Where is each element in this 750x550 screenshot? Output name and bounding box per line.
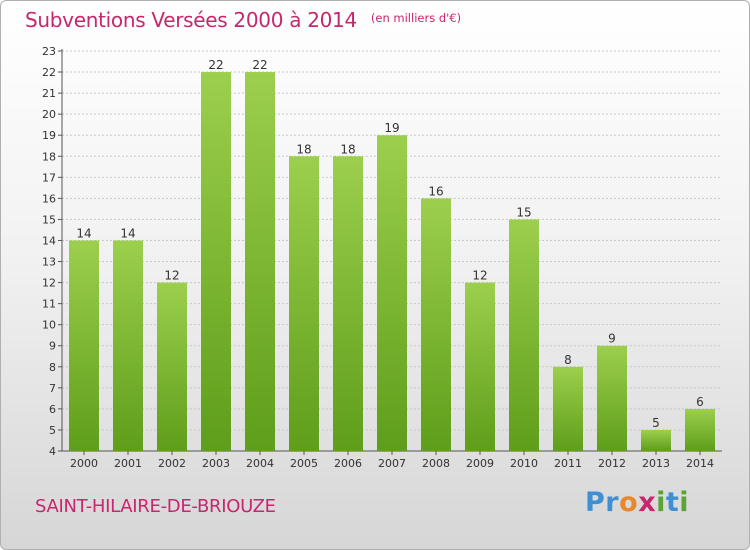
y-tick-label: 12	[42, 277, 56, 290]
x-tick-label: 2013	[642, 457, 670, 470]
y-tick-label: 17	[42, 171, 56, 184]
bar-value-label: 22	[252, 58, 267, 72]
bar	[597, 345, 627, 451]
bar	[421, 198, 451, 451]
y-tick-label: 15	[42, 213, 56, 226]
x-tick-label: 2007	[378, 457, 406, 470]
x-tick-label: 2008	[422, 457, 450, 470]
bar-value-label: 12	[472, 269, 487, 283]
bar-value-label: 8	[564, 353, 572, 367]
y-tick-label: 22	[42, 66, 56, 79]
bar	[333, 156, 363, 451]
bar	[553, 366, 583, 451]
x-tick-label: 2004	[246, 457, 274, 470]
brand-letter: o	[619, 487, 639, 518]
x-tick-label: 2012	[598, 457, 626, 470]
y-tick-label: 11	[42, 298, 56, 311]
bar-value-label: 5	[652, 416, 660, 430]
y-tick-label: 21	[42, 87, 56, 100]
brand-logo[interactable]: Proxiti	[585, 487, 689, 518]
bar-value-label: 18	[340, 142, 355, 156]
bar	[641, 429, 671, 451]
bar	[245, 72, 275, 451]
x-tick-label: 2005	[290, 457, 318, 470]
bar-value-label: 6	[696, 395, 704, 409]
bar-value-label: 22	[208, 58, 223, 72]
y-tick-label: 9	[49, 340, 56, 353]
place-name: SAINT-HILAIRE-DE-BRIOUZE	[35, 496, 276, 517]
x-tick-label: 2006	[334, 457, 362, 470]
bar	[465, 282, 495, 451]
bar	[113, 240, 143, 451]
bar-value-label: 16	[428, 184, 443, 198]
bar	[201, 72, 231, 451]
x-tick-label: 2003	[202, 457, 230, 470]
x-tick-label: 2010	[510, 457, 538, 470]
bar-value-label: 14	[120, 226, 135, 240]
bar-value-label: 15	[516, 205, 531, 219]
y-tick-label: 14	[42, 234, 56, 247]
brand-letter: P	[585, 487, 606, 518]
labels: 4 5 6 7 8 9 10 11 12 13 14 15 16 17 18 19 20 21 22 23 14 2000…	[42, 45, 714, 470]
y-tick-label: 16	[42, 192, 56, 205]
chart-title: Subventions Versées 2000 à 2014	[25, 8, 357, 32]
x-tick-label: 2002	[158, 457, 186, 470]
bar	[289, 156, 319, 451]
y-tick-label: 8	[49, 361, 56, 374]
y-tick-label: 4	[49, 445, 56, 458]
y-tick-label: 18	[42, 150, 56, 163]
y-tick-label: 20	[42, 108, 56, 121]
bar-value-label: 12	[164, 269, 179, 283]
bar	[69, 240, 99, 451]
y-tick-label: 10	[42, 319, 56, 332]
bar-value-label: 19	[384, 121, 399, 135]
bar-value-label: 18	[296, 142, 311, 156]
bar	[157, 282, 187, 451]
y-tick-label: 5	[49, 424, 56, 437]
x-tick-label: 2011	[554, 457, 582, 470]
brand-letter: x	[638, 487, 657, 518]
bar-value-label: 9	[608, 332, 616, 346]
bars	[69, 72, 715, 452]
y-tick-label: 6	[49, 403, 56, 416]
y-tick-label: 13	[42, 256, 56, 269]
brand-letter: i	[679, 487, 690, 518]
bar	[509, 219, 539, 451]
x-tick-label: 2001	[114, 457, 142, 470]
bar	[377, 135, 407, 452]
brand-letter: r	[605, 487, 620, 518]
y-tick-label: 7	[49, 382, 56, 395]
chart-subtitle: (en milliers d'€)	[370, 11, 462, 25]
y-tick-label: 23	[42, 45, 56, 58]
y-tick-label: 19	[42, 129, 56, 142]
x-tick-label: 2000	[70, 457, 98, 470]
x-tick-label: 2009	[466, 457, 494, 470]
title-row: Subventions Versées 2000 à 2014 (en milli…	[25, 8, 461, 32]
x-tick-label: 2014	[686, 457, 714, 470]
bar	[685, 408, 715, 451]
brand-letter: i	[656, 487, 666, 518]
bar-value-label: 14	[76, 226, 91, 240]
brand-letter: t	[665, 487, 680, 518]
